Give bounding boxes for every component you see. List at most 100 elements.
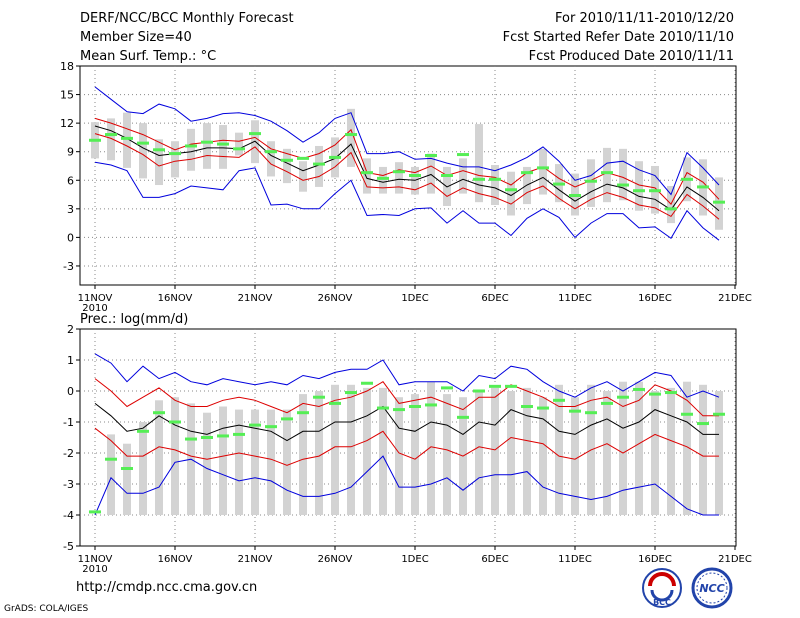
median-marker (185, 144, 197, 148)
y-tick-label: 0 (67, 231, 74, 244)
median-marker (489, 177, 501, 181)
median-marker (441, 174, 453, 177)
ensemble-box (395, 162, 403, 194)
x-tick-label: 16NOV (158, 293, 193, 304)
ensemble-box (299, 161, 307, 192)
ensemble-box (699, 384, 707, 515)
max-line (94, 353, 720, 398)
x-tick-label: 26NOV (318, 293, 353, 304)
x-tick-label: 26NOV (318, 554, 353, 565)
median-marker (345, 133, 357, 137)
median-marker (649, 189, 661, 193)
ensemble-box (363, 158, 371, 194)
median-marker (473, 389, 485, 393)
ensemble-box (379, 166, 387, 194)
ensemble-box (715, 391, 723, 515)
footer-url[interactable]: http://cmdp.ncc.cma.gov.cn (76, 580, 258, 595)
median-marker (441, 386, 453, 390)
ensemble-box (315, 145, 323, 187)
median-marker (249, 132, 261, 136)
x-tick-label: 11NOV (78, 293, 113, 304)
median-marker (473, 177, 485, 181)
median-marker (233, 147, 245, 151)
median-marker (713, 200, 725, 204)
median-marker (425, 403, 437, 407)
footer-grads-credit: GrADS: COLA/IGES (4, 604, 89, 614)
ensemble-box (603, 391, 611, 515)
median-marker (377, 176, 389, 180)
x-tick-label: 11NOV (78, 554, 113, 565)
median-marker (617, 183, 629, 187)
ensemble-box (379, 387, 387, 515)
median-marker (393, 170, 405, 174)
median-marker (409, 405, 421, 408)
x-tick-label: 16DEC (638, 554, 672, 565)
sigma-lower-line (94, 427, 719, 466)
ensemble-box (155, 400, 163, 515)
median-marker (233, 432, 245, 436)
y-tick-label: 1 (67, 354, 74, 367)
median-marker (169, 152, 181, 156)
min-line (94, 455, 719, 516)
median-marker (553, 398, 565, 402)
median-marker (537, 406, 549, 410)
ensemble-box (491, 387, 499, 515)
max-line (94, 86, 720, 196)
ensemble-box (123, 443, 131, 515)
median-marker (585, 179, 597, 183)
median-marker (169, 420, 181, 424)
x-tick-label: 21NOV (238, 554, 273, 565)
ensemble-box (235, 132, 243, 156)
ensemble-box (187, 128, 195, 171)
median-marker (409, 174, 421, 177)
median-marker (537, 166, 549, 170)
precip-panel-title: Prec.: log(mm/d) (80, 312, 188, 327)
median-marker (569, 193, 581, 197)
member-size-label: Member Size=40 (80, 30, 192, 45)
ensemble-box (507, 171, 515, 216)
ensemble-box (475, 124, 483, 203)
ensemble-box (171, 141, 179, 178)
y-tick-label: -3 (63, 478, 74, 491)
ensemble-box (107, 434, 115, 515)
bcc-logo-icon: BCC (642, 568, 682, 608)
median-marker (217, 142, 229, 146)
median-marker (377, 406, 389, 410)
ensemble-box (203, 412, 211, 515)
sigma-upper-line (94, 378, 719, 417)
ensemble-box (139, 422, 147, 515)
median-marker (457, 153, 469, 157)
ensemble-box (571, 397, 579, 515)
median-marker (345, 391, 357, 395)
y-tick-label: 0 (67, 385, 74, 398)
ensemble-box (171, 397, 179, 515)
x-tick-label: 1DEC (401, 554, 428, 565)
x-tick-label: 11DEC (558, 293, 592, 304)
x-year-label: 2010 (82, 303, 107, 314)
median-marker (665, 207, 677, 211)
ensemble-box (107, 118, 115, 161)
median-marker (681, 412, 693, 416)
median-marker (249, 423, 261, 427)
y-tick-label: 2 (67, 323, 74, 336)
y-tick-label: 18 (60, 60, 74, 73)
ensemble-box (539, 148, 547, 195)
ensemble-box (619, 148, 627, 201)
median-marker (329, 401, 341, 405)
chart-panel-2: -5 -4 -3 -2 -1 0 1 2 11NOV 16NOV 21NOV 26NOV 1DEC 6DE… (63, 312, 752, 575)
ensemble-box (411, 394, 419, 515)
ensemble-box (155, 139, 163, 186)
forecast-produced-date: Fcst Produced Date 2010/11/11 (528, 49, 734, 64)
ensemble-box (347, 384, 355, 515)
median-marker (633, 189, 645, 193)
median-marker (281, 417, 293, 421)
ensemble-box (635, 381, 643, 515)
median-marker (121, 136, 133, 140)
median-marker (521, 405, 533, 408)
median-marker (153, 148, 165, 152)
median-marker (121, 467, 133, 470)
ensemble-box (475, 391, 483, 515)
x-tick-label: 1DEC (401, 293, 428, 304)
y-tick-label: -2 (63, 447, 74, 460)
